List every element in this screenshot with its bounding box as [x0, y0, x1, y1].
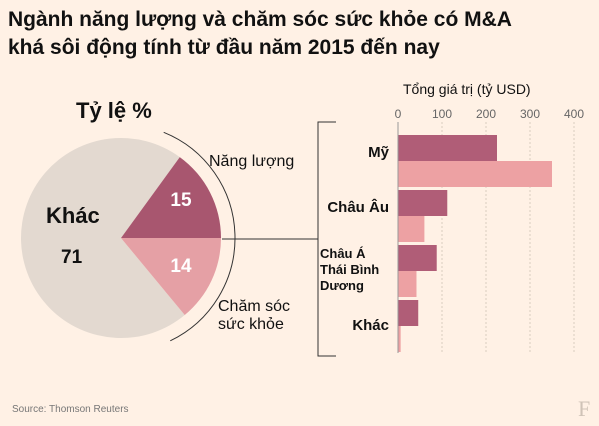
- x-tick-label: 300: [520, 107, 540, 121]
- bar: [398, 271, 417, 297]
- pie-label-other-value: 71: [61, 247, 83, 268]
- pie-slice-other: [20, 137, 185, 338]
- bar: [398, 300, 419, 326]
- bar: [398, 135, 497, 161]
- title-line-1: Ngành năng lượng và chăm sóc sức khỏe có…: [8, 8, 512, 31]
- x-tick-label: 100: [432, 107, 452, 121]
- pie-label-other-name: Khác: [46, 203, 100, 228]
- category-label: Châu Âu: [327, 198, 389, 216]
- pie-title: Tỷ lệ %: [76, 98, 152, 123]
- pie-slice-energy: [121, 157, 221, 238]
- x-tick-label: 400: [564, 107, 584, 121]
- pie-label-energy-name: Năng lượng: [209, 153, 294, 170]
- bar: [398, 216, 425, 242]
- pie-bracket: [163, 131, 236, 342]
- bar: [398, 161, 552, 187]
- bar-bracket: [317, 121, 336, 357]
- pie-label-energy-value: 15: [170, 190, 192, 211]
- category-label: Mỹ: [368, 144, 389, 161]
- bar: [398, 190, 448, 216]
- pie-label-health-value: 14: [170, 256, 192, 277]
- x-tick-label: 200: [476, 107, 496, 121]
- title-line-2: khá sôi động tính từ đầu năm 2015 đến na…: [8, 36, 440, 59]
- pie-slice-health: [121, 238, 221, 316]
- bar: [398, 245, 437, 271]
- pie-label-health-name: Chăm sóc: [218, 298, 290, 315]
- source-note: Source: Thomson Reuters: [12, 404, 129, 415]
- x-tick-label: 0: [395, 107, 402, 121]
- category-label: Khác: [352, 317, 389, 334]
- category-label: Châu Á: [320, 246, 366, 261]
- category-label: Thái Bình: [320, 262, 379, 277]
- bar: [398, 326, 401, 352]
- pie-label-health-name: sức khỏe: [218, 316, 284, 333]
- category-label: Dương: [320, 278, 364, 293]
- chart-title: Ngành năng lượng và chăm sóc sức khỏe có…: [8, 6, 593, 62]
- ft-logo: F: [578, 396, 591, 421]
- bar-title: Tổng giá trị (tỷ USD): [403, 81, 531, 97]
